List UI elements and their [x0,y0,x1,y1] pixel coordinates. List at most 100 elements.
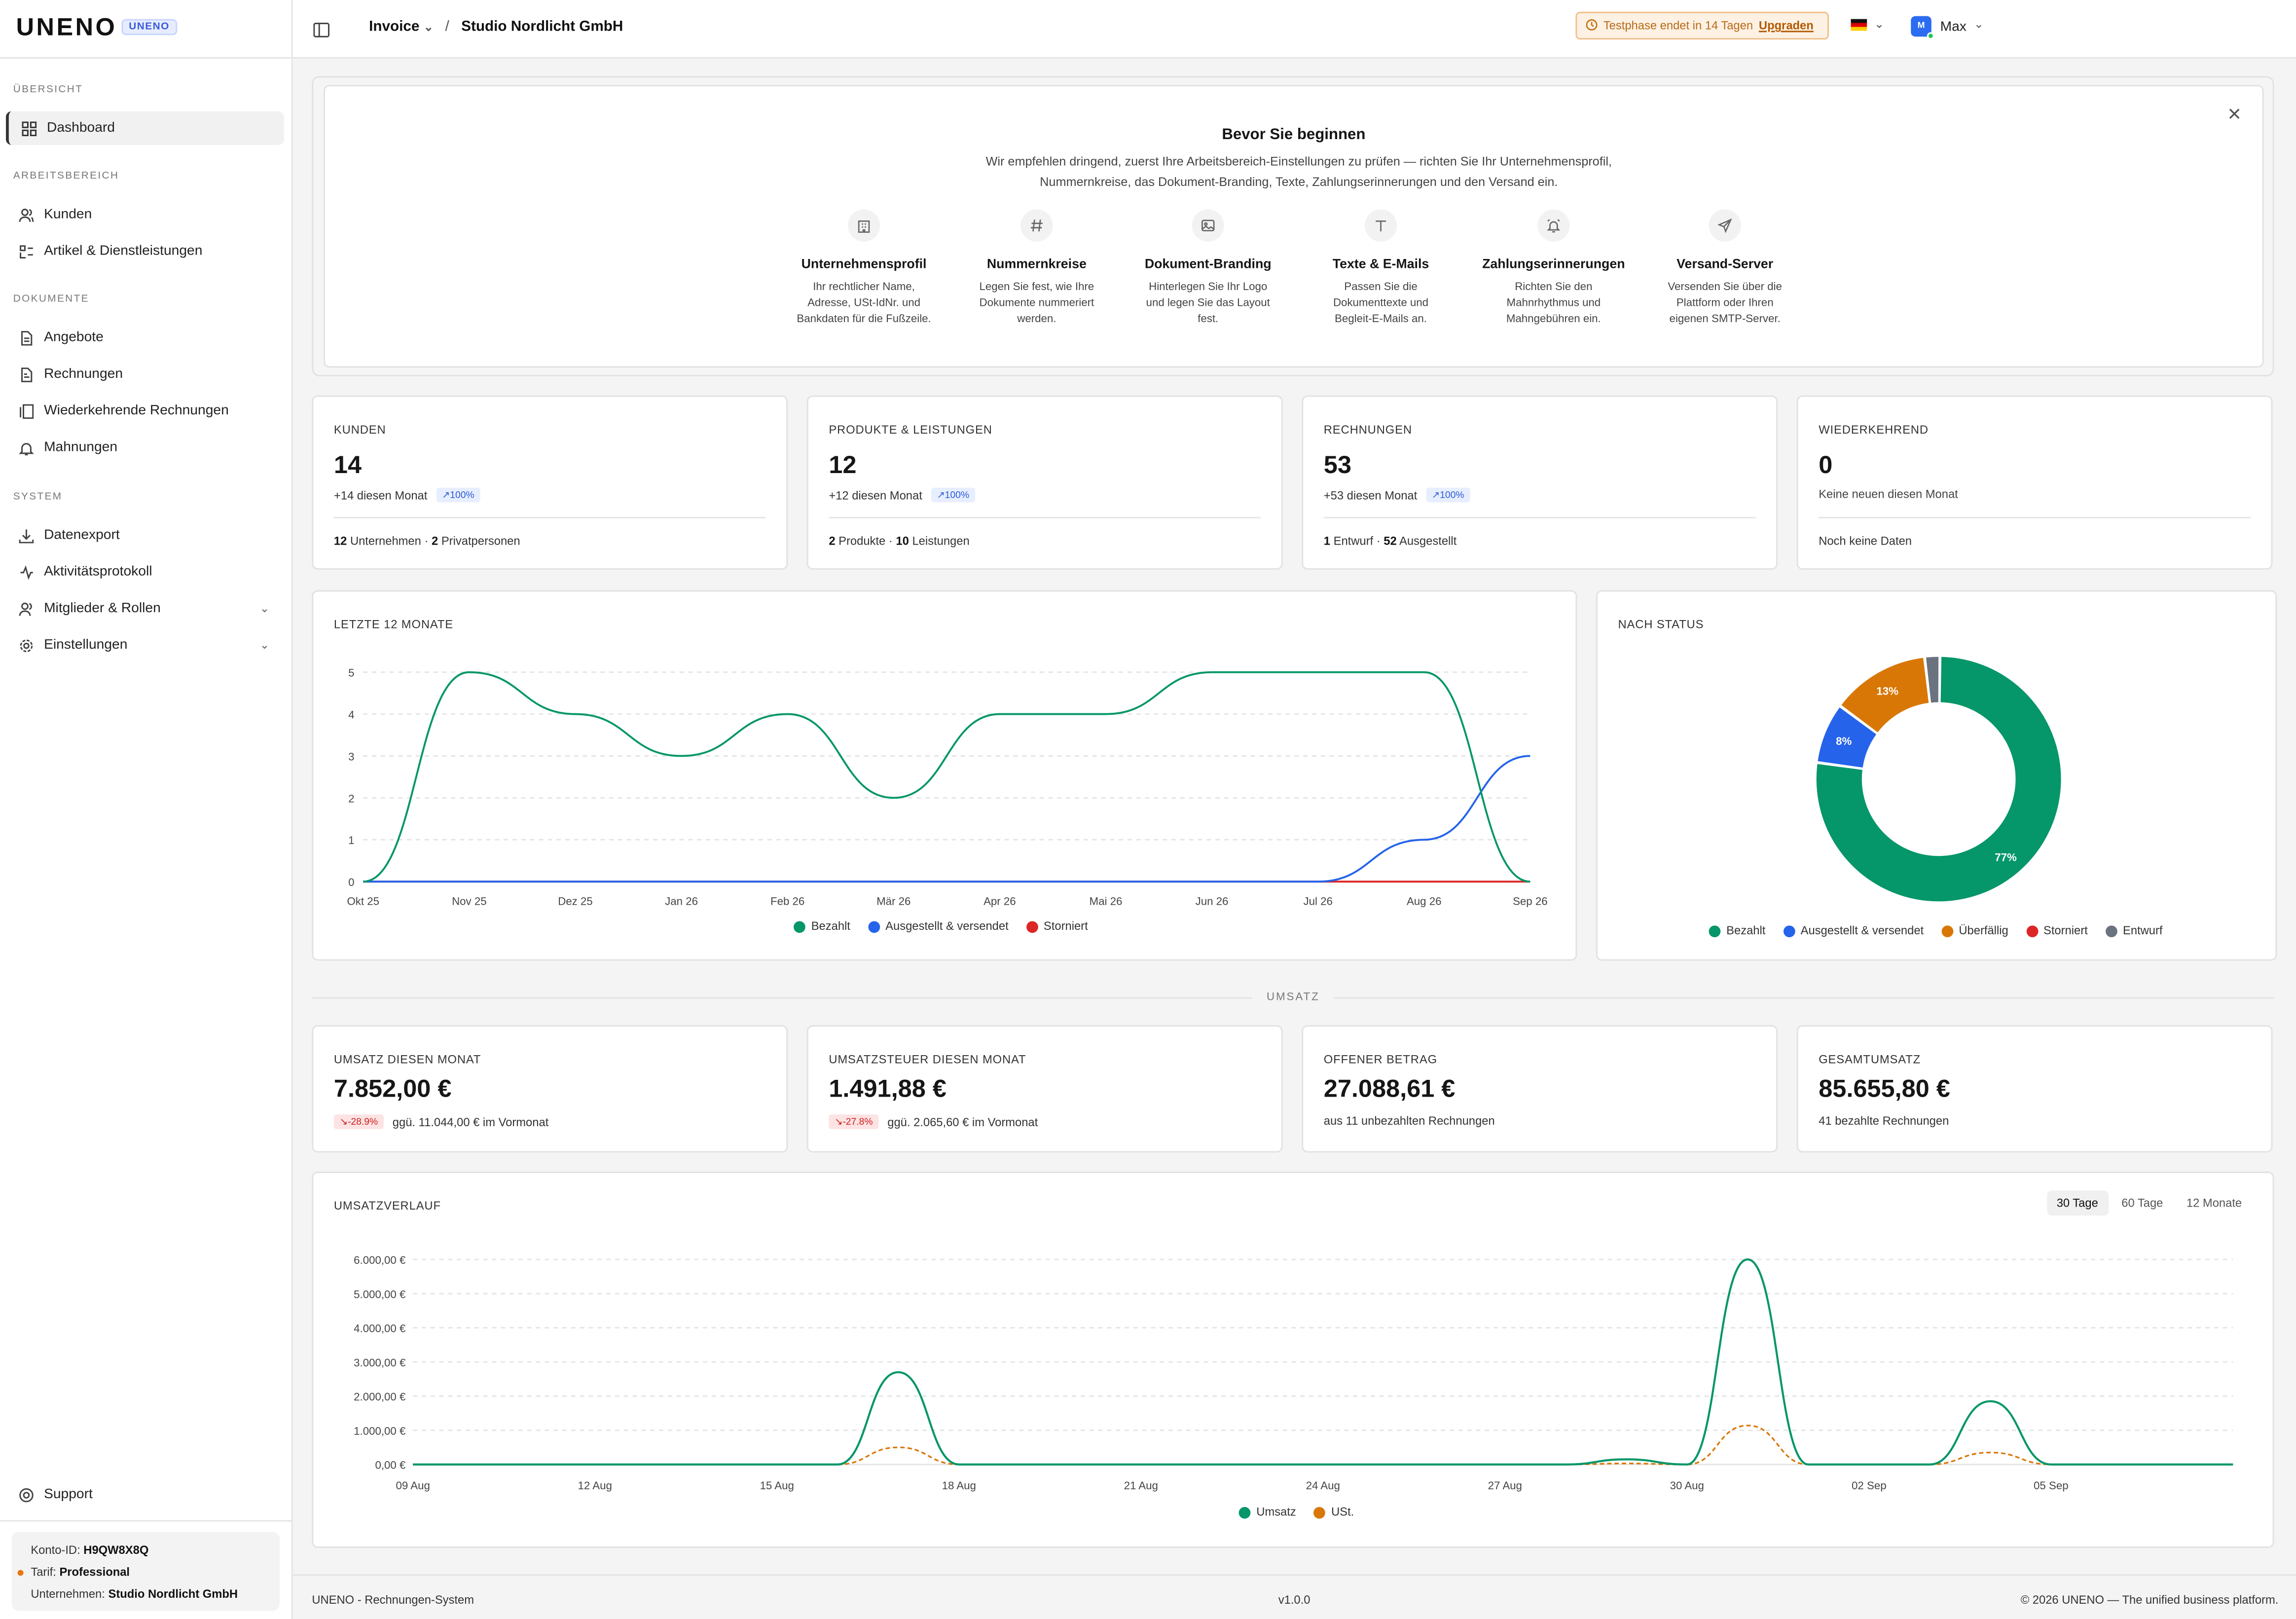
legend-item[interactable]: Ausgestellt & versendet [1783,924,1924,937]
chevron-down-icon[interactable]: ⌄ [1874,17,1884,31]
monthly-line-chart: 0 1 2 3 4 5 Okt 25 Nov 25 Dez 25 Jan 26 Feb 26 Mär … [347,667,1547,908]
legend-item[interactable]: Bezahlt [1709,924,1766,937]
sidebar-item-label: Artikel & Dienstleistungen [44,243,203,259]
stat-sub-text: +12 diesen Monat [829,488,922,502]
onboarding-step-unternehmensprofil[interactable]: Unternehmensprofil Ihr rechtlicher Name,… [791,209,937,327]
x-tick-label: 30 Aug [1670,1479,1704,1492]
onboarding-step-nummernkreise[interactable]: Nummernkreise Legen Sie fest, wie Ihre D… [963,209,1110,327]
tab-12-monate[interactable]: 12 Monate [2186,1196,2242,1210]
legend-item[interactable]: Storniert [1026,920,1088,933]
chart-title: NACH STATUS [1618,618,1704,631]
legend-item[interactable]: Entwurf [2105,924,2163,937]
sidebar-item-label: Kunden [44,206,92,223]
breadcrumb-module[interactable]: Invoice ⌄ [369,19,433,36]
avatar-initial: M [1917,22,1925,31]
onboarding-step-branding[interactable]: Dokument-Branding Hinterlegen Sie Ihr Lo… [1135,209,1281,327]
x-tick-label: 21 Aug [1124,1479,1158,1492]
legend-label: Bezahlt [1726,924,1766,937]
sidebar-item-mitglieder[interactable]: Mitglieder & Rollen ⌄ [6,591,284,625]
close-icon[interactable]: ✕ [2227,104,2242,125]
sidebar-divider [0,57,292,59]
stat-label: OFFENER BETRAG [1323,1053,1437,1067]
trend-up-icon: ↗ [1431,490,1440,501]
sidebar-item-einstellungen[interactable]: Einstellungen ⌄ [6,628,284,662]
sidebar-item-kunden[interactable]: Kunden [6,198,284,231]
onboarding-step-versand[interactable]: Versand-Server Versenden Sie über die Pl… [1652,209,1798,327]
user-name[interactable]: Max [1940,19,1967,36]
series-line [413,1258,2233,1466]
dashboard-icon [21,120,37,136]
revenue-chart-card: UMSATZVERLAUF 30 Tage 60 Tage 12 Monate … [312,1172,2274,1548]
sidebar-item-rechnungen[interactable]: Rechnungen [6,357,284,391]
x-tick-label: Dez 25 [558,895,593,908]
stat-label: UMSATZSTEUER DIESEN MONAT [829,1053,1026,1067]
legend-item[interactable]: Überfällig [1941,924,2008,937]
x-tick-label: Jun 26 [1196,895,1229,908]
avatar[interactable]: M [1911,16,1934,40]
onboarding-step-zahlungserinnerungen[interactable]: Zahlungserinnerungen Richten Sie den Mah… [1480,209,1627,327]
legend-item[interactable]: USt. [1313,1506,1354,1519]
y-tick-label: 5.000,00 € [354,1288,406,1300]
x-tick-label: 18 Aug [942,1479,976,1492]
chevron-down-icon[interactable]: ⌄ [259,602,270,615]
revenue-line-chart: 0,00 € 1.000,00 € 2.000,00 € 3.000,00 € 4.00… [354,1254,2233,1492]
y-tick-label: 6.000,00 € [354,1254,406,1266]
members-icon [18,600,34,617]
count-label: Leistungen [912,534,970,548]
building-icon [847,209,880,242]
divider [333,516,766,518]
status-donut-chart: 77% 8% 13% [1815,655,2063,903]
x-tick-label: 05 Sep [2034,1479,2069,1492]
x-tick-label: 27 Aug [1488,1479,1522,1492]
x-tick-label: 24 Aug [1306,1479,1340,1492]
sidebar-item-label: Angebote [44,329,104,346]
onboarding-step-texte[interactable]: Texte & E-Mails Passen Sie die Dokumentt… [1308,209,1454,327]
legend-item[interactable]: Umsatz [1239,1506,1296,1519]
stat-sub: ↘-28.9% ggü. 11.044,00 € im Vormonat [333,1114,548,1129]
legend-item[interactable]: Storniert [2026,924,2088,937]
tab-30-tage[interactable]: 30 Tage [2046,1190,2109,1216]
account-plan-value: Professional [59,1565,130,1579]
x-tick-label: 12 Aug [578,1479,612,1492]
sidebar-item-wiederkehrend[interactable]: Wiederkehrende Rechnungen [6,394,284,428]
tab-60-tage[interactable]: 60 Tage [2121,1196,2163,1210]
upgrade-link[interactable]: Upgraden [1758,19,1814,33]
sidebar-toggle-icon[interactable] [313,19,329,45]
legend-swatch [1239,1506,1251,1518]
breadcrumb-separator: / [445,19,449,36]
stat-sub-text: +14 diesen Monat [333,488,428,502]
breadcrumb-company[interactable]: Studio Nordlicht GmbH [461,19,623,36]
legend-item[interactable]: Bezahlt [794,920,850,933]
trial-banner: Testphase endet in 14 Tagen Upgraden [1575,11,1829,40]
sidebar-item-dashboard[interactable]: Dashboard [5,111,284,145]
x-tick-label: Apr 26 [984,895,1016,908]
step-text: Hinterlegen Sie Ihr Logo und legen Sie d… [1146,280,1270,326]
clock-icon [1586,18,1598,33]
legend-item[interactable]: Ausgestellt & versendet [868,920,1009,933]
footer-copyright: © 2026 UNENO — The unified business plat… [2020,1593,2279,1607]
y-tick-label: 1.000,00 € [354,1425,406,1437]
stat-card-rechnungen: RECHNUNGEN 53 +53 diesen Monat ↗100% 1 En… [1302,395,1778,570]
language-flag-icon[interactable] [1851,19,1867,31]
image-icon [1192,209,1224,242]
chevron-down-icon[interactable]: ⌄ [259,638,270,652]
sidebar-item-datenexport[interactable]: Datenexport [6,518,284,552]
stat-sub: aus 11 unbezahlten Rechnungen [1324,1114,1495,1128]
legend-label: Ausgestellt & versendet [885,920,1009,933]
chevron-down-icon[interactable]: ⌄ [1973,17,1984,31]
sidebar-item-mahnungen[interactable]: Mahnungen [6,431,284,464]
donut-slice [1839,656,1931,735]
y-tick-label: 3 [348,750,354,763]
stat-sub: +53 diesen Monat ↗100% [1323,487,1470,503]
count-label: Produkte · [838,534,893,548]
support-icon [18,1486,34,1503]
section-label: ARBEITSBEREICH [13,171,119,182]
sidebar-item-aktivitaetsprotokoll[interactable]: Aktivitätsprotokoll [6,555,284,589]
account-plan-label: Tarif: [31,1565,56,1579]
sidebar-item-label: Aktivitätsprotokoll [44,563,152,580]
stat-sub-text: +53 diesen Monat [1323,488,1418,502]
sidebar-item-artikel[interactable]: Artikel & Dienstleistungen [6,234,284,268]
sidebar-item-angebote[interactable]: Angebote [6,321,284,354]
slice-label: 8% [1836,735,1852,747]
sidebar-item-support[interactable]: Support [6,1477,284,1511]
